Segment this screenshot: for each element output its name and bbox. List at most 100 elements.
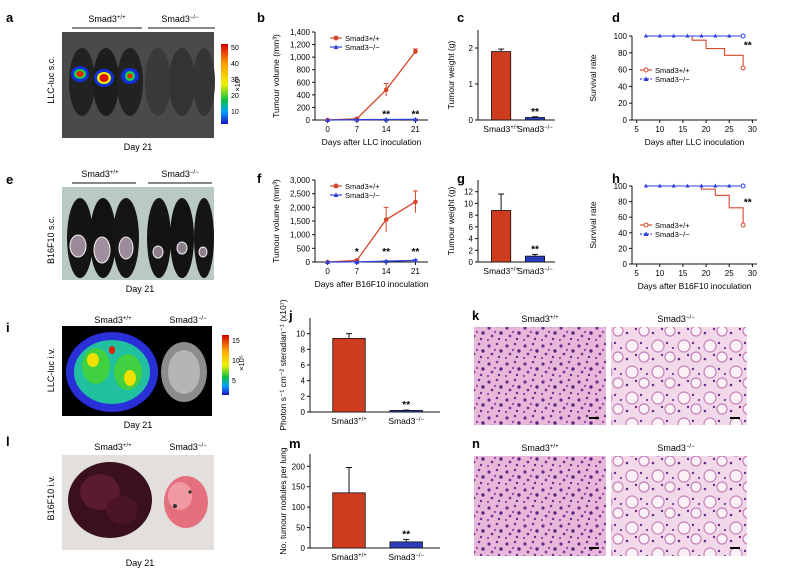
y-axis-label: No. tumour nodules per lung bbox=[278, 447, 288, 555]
x-tick-label: 10 bbox=[655, 269, 664, 278]
data-point bbox=[657, 33, 662, 38]
y-axis-label: Survival rate bbox=[588, 54, 598, 102]
panel-l-day: Day 21 bbox=[126, 558, 155, 568]
y-tick-label: 2,000 bbox=[290, 203, 311, 212]
chart-g: g 0 2 4 6 8 10 12 Tumour weight (g) Smad3+/+Smad3… bbox=[446, 171, 555, 276]
genotype-label: Smad3−/− bbox=[517, 124, 553, 134]
legend-label: Smad3+/+ bbox=[345, 182, 380, 191]
x-tick-label: 21 bbox=[411, 125, 420, 134]
x-tick-label: 10 bbox=[655, 125, 664, 134]
panel-a-mouse-photo bbox=[62, 32, 215, 138]
y-axis-label: Tumour weight (g) bbox=[446, 187, 456, 256]
y-tick-label: 80 bbox=[618, 49, 627, 58]
y-tick-label: 2 bbox=[469, 44, 474, 53]
panel-i-lung-photo bbox=[62, 326, 212, 416]
x-tick-label: 25 bbox=[725, 125, 734, 134]
legend-marker bbox=[333, 192, 339, 197]
x-axis-label: Days after LLC inoculation bbox=[645, 137, 745, 147]
y-tick-label: 60 bbox=[618, 213, 627, 222]
legend-marker bbox=[333, 183, 339, 189]
y-tick-label: 600 bbox=[297, 78, 311, 87]
data-point bbox=[325, 117, 331, 122]
legend-label: Smad3−/− bbox=[345, 191, 380, 200]
legend-marker bbox=[643, 222, 649, 228]
data-point bbox=[727, 183, 732, 188]
y-tick-label: 50 bbox=[296, 524, 305, 533]
data-point bbox=[713, 33, 718, 38]
colorbar-tick: 10 bbox=[231, 109, 239, 116]
panel-a-colorbar-unit: ×10³ bbox=[233, 76, 242, 92]
panel-k-wt-histology bbox=[474, 327, 606, 425]
series-line bbox=[645, 35, 744, 68]
panel-letter-d: d bbox=[612, 10, 620, 25]
y-tick-label: 12 bbox=[464, 188, 473, 197]
significance-marker: ** bbox=[402, 529, 410, 540]
panel-e-ko-header: Smad3−/− bbox=[161, 169, 199, 179]
x-tick-label: 7 bbox=[355, 125, 360, 134]
panel-l-wt-header: Smad3+/+ bbox=[94, 442, 132, 452]
legend-marker bbox=[333, 35, 339, 41]
y-axis-label: Survival rate bbox=[588, 201, 598, 249]
data-point bbox=[412, 116, 418, 122]
x-tick-label: 30 bbox=[748, 269, 757, 278]
series-line bbox=[327, 201, 416, 263]
data-point bbox=[354, 117, 360, 122]
significance-marker: ** bbox=[382, 247, 390, 258]
genotype-label: Smad3+/+ bbox=[331, 416, 367, 426]
y-tick-label: 10 bbox=[464, 199, 473, 208]
panel-i-colorbar-unit: ×10⁵ bbox=[237, 355, 246, 371]
panel-l-lung-photo bbox=[62, 455, 214, 550]
data-point bbox=[354, 259, 360, 264]
x-axis-label: Days after B16F10 inoculation bbox=[638, 281, 752, 291]
x-tick-label: 21 bbox=[411, 267, 420, 276]
x-tick-label: 25 bbox=[725, 269, 734, 278]
panel-a-colorbar bbox=[221, 44, 228, 124]
data-point bbox=[740, 183, 746, 189]
bar bbox=[332, 337, 366, 413]
y-tick-label: 6 bbox=[301, 361, 306, 370]
bar bbox=[491, 51, 512, 121]
panel-letter-h: h bbox=[612, 171, 620, 186]
series-line bbox=[327, 259, 416, 263]
genotype-label: Smad3−/− bbox=[517, 266, 553, 276]
x-tick-label: 15 bbox=[678, 125, 687, 134]
y-tick-label: 1 bbox=[469, 80, 474, 89]
panel-letter-a: a bbox=[6, 10, 14, 25]
data-point bbox=[740, 33, 746, 39]
y-tick-label: 2,500 bbox=[290, 190, 311, 199]
panel-a-side-label: LLC-luc s.c. bbox=[46, 56, 56, 104]
panel-i-wt-header: Smad3+/+ bbox=[94, 315, 132, 325]
x-axis-label: Days after LLC inoculation bbox=[322, 137, 422, 147]
panel-letter-e: e bbox=[6, 172, 13, 187]
data-point bbox=[685, 183, 690, 188]
genotype-label: Smad3+/+ bbox=[483, 124, 519, 134]
legend-marker bbox=[333, 44, 339, 49]
y-tick-label: 0 bbox=[306, 258, 311, 267]
panel-k-scale-bar bbox=[589, 417, 599, 419]
y-tick-label: 4 bbox=[469, 235, 474, 244]
y-tick-label: 100 bbox=[614, 32, 628, 41]
y-tick-label: 8 bbox=[301, 345, 306, 354]
chart-m: m 0 50 100 150 200 No. tumour nodules per lung… bbox=[278, 436, 440, 562]
y-tick-label: 20 bbox=[618, 99, 627, 108]
chart-d: d 0 20 40 60 80 100 5 10 15 20 25 30 Survival rate Day… bbox=[588, 10, 757, 147]
y-tick-label: 80 bbox=[618, 198, 627, 207]
y-tick-label: 4 bbox=[301, 377, 306, 386]
y-tick-label: 20 bbox=[618, 244, 627, 253]
y-tick-label: 150 bbox=[292, 483, 306, 492]
genotype-label: Smad3−/− bbox=[388, 552, 424, 562]
colorbar-tick: 40 bbox=[231, 61, 239, 68]
y-tick-label: 3,000 bbox=[290, 176, 311, 185]
panel-i-ko-header: Smad3−/− bbox=[169, 315, 207, 325]
panel-letter-c: c bbox=[457, 10, 464, 25]
panel-k-scale-bar bbox=[730, 417, 740, 419]
colorbar-tick: 20 bbox=[231, 93, 239, 100]
y-tick-label: 8 bbox=[469, 211, 474, 220]
bar bbox=[524, 117, 546, 121]
y-axis-label: Tumour weight (g) bbox=[446, 41, 456, 110]
panel-a-colorbar-ticks: 50 40 30 20 10 bbox=[231, 45, 239, 116]
y-tick-label: 10 bbox=[296, 330, 305, 339]
panel-letter-f: f bbox=[257, 171, 262, 186]
x-tick-label: 20 bbox=[702, 125, 711, 134]
panel-e-mouse-photo bbox=[62, 187, 214, 280]
